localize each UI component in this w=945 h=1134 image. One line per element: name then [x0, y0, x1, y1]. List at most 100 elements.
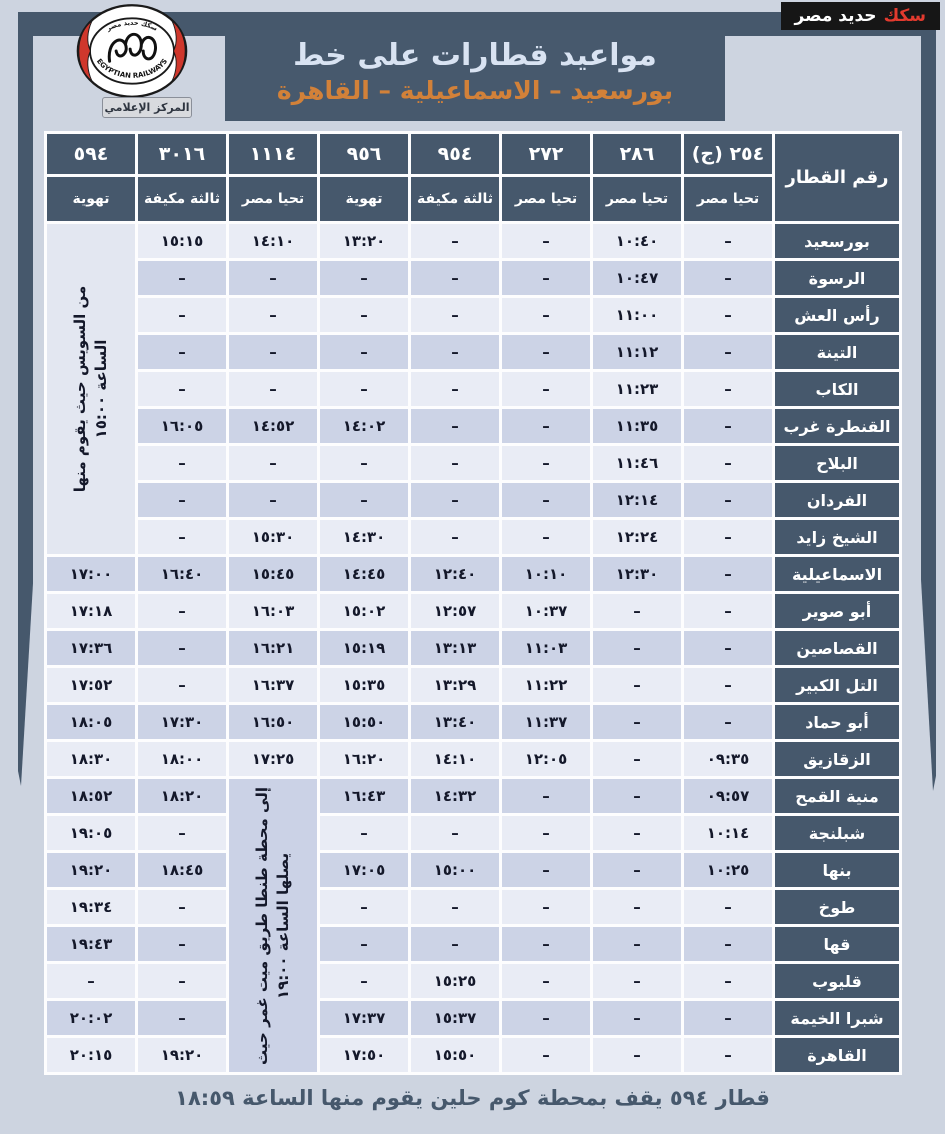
time-cell: ١٧:٣٦	[47, 631, 135, 665]
time-cell: –	[502, 964, 590, 998]
time-cell: ١٧:٣٠	[138, 705, 226, 739]
time-cell: –	[47, 964, 135, 998]
time-cell: –	[502, 335, 590, 369]
time-cell: –	[593, 668, 681, 702]
time-cell: –	[320, 335, 408, 369]
egyptian-railways-logo-icon: EGYPTIAN RAILWAYS سكك حديد مصر	[76, 4, 188, 98]
time-cell: ١٩:٢٠	[47, 853, 135, 887]
train-type-header: تحيا مصر	[593, 177, 681, 221]
station-cell: رأس العش	[775, 298, 899, 332]
time-cell: –	[502, 483, 590, 517]
time-cell: –	[411, 483, 499, 517]
time-cell: ١٢:٠٥	[502, 742, 590, 776]
time-cell: ١١:٠٣	[502, 631, 590, 665]
train-number-header: ٢٧٢	[502, 134, 590, 174]
time-cell: –	[684, 372, 772, 406]
title-line2-route: بورسعيد – الاسماعيلية – القاهرة	[276, 76, 674, 105]
time-cell: –	[320, 446, 408, 480]
time-cell: ١٨:٣٠	[47, 742, 135, 776]
time-cell: ٢٠:٠٢	[47, 1001, 135, 1035]
time-cell: ١١:٢٢	[502, 668, 590, 702]
train-number-header: ٩٥٤	[411, 134, 499, 174]
time-cell: –	[320, 927, 408, 961]
timetable-body: بورسعيد –١٠:٤٠– –١٣:٢٠ ١٤:١٠ ١٥:١٥ من السويس …	[47, 224, 899, 1072]
time-cell: ٠٩:٥٧	[684, 779, 772, 813]
station-cell: الرسوة	[775, 261, 899, 295]
table-row: بورسعيد –١٠:٤٠– –١٣:٢٠ ١٤:١٠ ١٥:١٥ من السويس …	[47, 224, 899, 554]
time-cell: –	[138, 446, 226, 480]
time-cell: –	[320, 483, 408, 517]
route-note-text: إلى محطة طنطا طريق ميت غمر حيث يصلها السا…	[252, 785, 294, 1066]
time-cell: –	[684, 409, 772, 443]
time-cell: ١١:٢٣	[593, 372, 681, 406]
media-center-label: المركز الإعلامي	[102, 97, 192, 118]
table-row: القصاصين – –١١:٠٣ ١٣:١٣ ١٥:١٩ ١٦:٢١–١٧:٣٦	[47, 631, 899, 665]
time-cell: ١٥:١٥	[138, 224, 226, 258]
station-cell: الفردان	[775, 483, 899, 517]
time-cell: –	[411, 409, 499, 443]
time-cell: ١٣:٤٠	[411, 705, 499, 739]
timetable-header: رقم القطار ٢٥٤ (ج) ٢٨٦ ٢٧٢ ٩٥٤ ٩٥٦ ١١١٤ ٣٠١٦ ٥٩٤…	[47, 134, 899, 221]
time-cell: –	[502, 520, 590, 554]
time-cell: –	[502, 927, 590, 961]
badge-word-red: سكك	[883, 6, 926, 26]
station-cell: بنها	[775, 853, 899, 887]
time-cell: ١٠:٤٧	[593, 261, 681, 295]
header-row-types: تحيا مصر تحيا مصر تحيا مصر ثالثة مكيفة تهوية…	[47, 177, 899, 221]
station-cell: طوخ	[775, 890, 899, 924]
time-cell: ١٦:٠٣	[229, 594, 317, 628]
time-cell: –	[684, 446, 772, 480]
decorative-frame-left	[18, 36, 33, 786]
station-cell: القصاصين	[775, 631, 899, 665]
time-cell: –	[411, 890, 499, 924]
table-row: شبلنجة ١٠:١٤– – – – –١٩:٠٥	[47, 816, 899, 850]
time-cell: ٠٩:٣٥	[684, 742, 772, 776]
time-cell: ١٦:٥٠	[229, 705, 317, 739]
header-row-numbers: رقم القطار ٢٥٤ (ج) ٢٨٦ ٢٧٢ ٩٥٤ ٩٥٦ ١١١٤ ٣٠١٦ ٥٩٤	[47, 134, 899, 221]
table-row: قها – – – – – –١٩:٤٣	[47, 927, 899, 961]
time-cell: –	[320, 261, 408, 295]
time-cell: ١٠:٣٧	[502, 594, 590, 628]
time-cell: ١٤:٠٢	[320, 409, 408, 443]
time-cell: –	[138, 927, 226, 961]
station-cell: قها	[775, 927, 899, 961]
time-cell: ١٦:٢٠	[320, 742, 408, 776]
time-cell: –	[593, 779, 681, 813]
time-cell: –	[138, 668, 226, 702]
table-row: أبو حماد – –١١:٣٧ ١٣:٤٠ ١٥:٥٠ ١٦:٥٠ ١٧:٣٠ ١٨:٠٥	[47, 705, 899, 739]
time-cell: ١٤:٣٠	[320, 520, 408, 554]
time-cell: –	[684, 261, 772, 295]
time-cell: –	[593, 594, 681, 628]
time-cell: –	[320, 964, 408, 998]
time-cell: ١٣:١٣	[411, 631, 499, 665]
time-cell: –	[684, 927, 772, 961]
station-cell: الزقازيق	[775, 742, 899, 776]
station-cell: التل الكبير	[775, 668, 899, 702]
station-cell: الكاب	[775, 372, 899, 406]
station-cell: أبو حماد	[775, 705, 899, 739]
time-cell: ١٥:٠٠	[411, 853, 499, 887]
time-cell: –	[502, 409, 590, 443]
table-row: القنطرة غرب –١١:٣٥– –١٤:٠٢ ١٤:٥٢ ١٦:٠٥	[47, 409, 899, 443]
station-cell: القاهرة	[775, 1038, 899, 1072]
time-cell: –	[138, 631, 226, 665]
footer-note: قطار ٥٩٤ يقف بمحطة كوم حلين يقوم منها ال…	[175, 1086, 770, 1110]
table-row: الزقازيق ٠٩:٣٥–١٢:٠٥ ١٤:١٠ ١٦:٢٠ ١٧:٢٥ ١٨:٠٠ ١…	[47, 742, 899, 776]
time-cell: ١١:٠٠	[593, 298, 681, 332]
table-row: البلاح –١١:٤٦– – – – –	[47, 446, 899, 480]
time-cell: –	[138, 594, 226, 628]
route-note-line1: من السويس حيث يقوم منها	[71, 285, 89, 493]
table-row: الشيخ زايد –١٢:٢٤– –١٤:٣٠ ١٥:٣٠–	[47, 520, 899, 554]
time-cell: –	[138, 520, 226, 554]
time-cell: ١٧:٥٢	[47, 668, 135, 702]
train-timetable: رقم القطار ٢٥٤ (ج) ٢٨٦ ٢٧٢ ٩٥٤ ٩٥٦ ١١١٤ ٣٠١٦ ٥٩٤…	[44, 131, 902, 1075]
train-number-header: ٥٩٤	[47, 134, 135, 174]
time-cell: –	[411, 372, 499, 406]
time-cell: –	[684, 594, 772, 628]
table-row: التينة –١١:١٢– – – – –	[47, 335, 899, 369]
station-cell: الاسماعيلية	[775, 557, 899, 591]
time-cell: –	[502, 1001, 590, 1035]
time-cell: –	[502, 816, 590, 850]
time-cell: ١١:٣٥	[593, 409, 681, 443]
